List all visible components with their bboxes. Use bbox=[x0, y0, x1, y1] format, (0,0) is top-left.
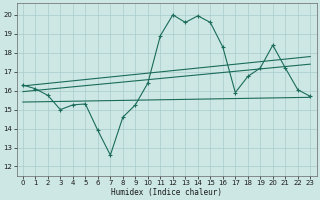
X-axis label: Humidex (Indice chaleur): Humidex (Indice chaleur) bbox=[111, 188, 222, 197]
